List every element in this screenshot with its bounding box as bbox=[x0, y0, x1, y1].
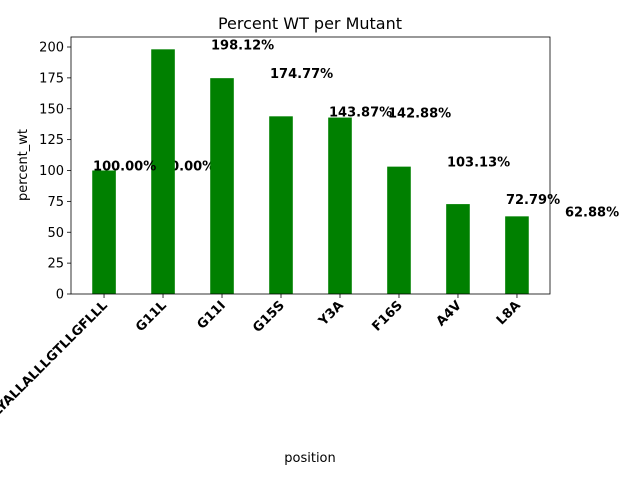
bar bbox=[151, 49, 175, 294]
x-axis-label: position bbox=[284, 451, 336, 466]
annotation: 100.00% bbox=[93, 160, 156, 175]
chart-title: Percent WT per Mutant bbox=[218, 14, 402, 33]
value-label: 72.79% bbox=[506, 193, 560, 208]
bar bbox=[505, 216, 529, 294]
y-tick-label: 150 bbox=[39, 102, 64, 117]
bar bbox=[446, 204, 470, 294]
bar bbox=[387, 166, 411, 294]
value-label: 198.12% bbox=[211, 38, 274, 53]
value-label: 62.88% bbox=[565, 205, 619, 220]
y-tick-label: 125 bbox=[39, 133, 64, 148]
y-tick-label: 100 bbox=[39, 164, 64, 179]
plot-frame bbox=[70, 36, 551, 295]
value-label: 103.13% bbox=[447, 156, 510, 171]
bar bbox=[328, 117, 352, 295]
y-tick-label: 200 bbox=[39, 41, 64, 56]
value-label: 143.87% bbox=[329, 105, 392, 120]
value-label: 174.77% bbox=[270, 67, 333, 82]
y-axis-label: percent_wt bbox=[16, 129, 31, 201]
y-tick-label: 50 bbox=[47, 226, 64, 241]
y-tick-label: 0 bbox=[56, 288, 64, 303]
y-tick-label: 75 bbox=[47, 195, 64, 210]
y-tick-label: 25 bbox=[47, 257, 64, 272]
bar bbox=[210, 78, 234, 294]
value-label: 142.88% bbox=[388, 107, 451, 122]
bar bbox=[269, 116, 293, 294]
y-tick-label: 175 bbox=[39, 71, 64, 86]
bar bbox=[92, 170, 116, 294]
